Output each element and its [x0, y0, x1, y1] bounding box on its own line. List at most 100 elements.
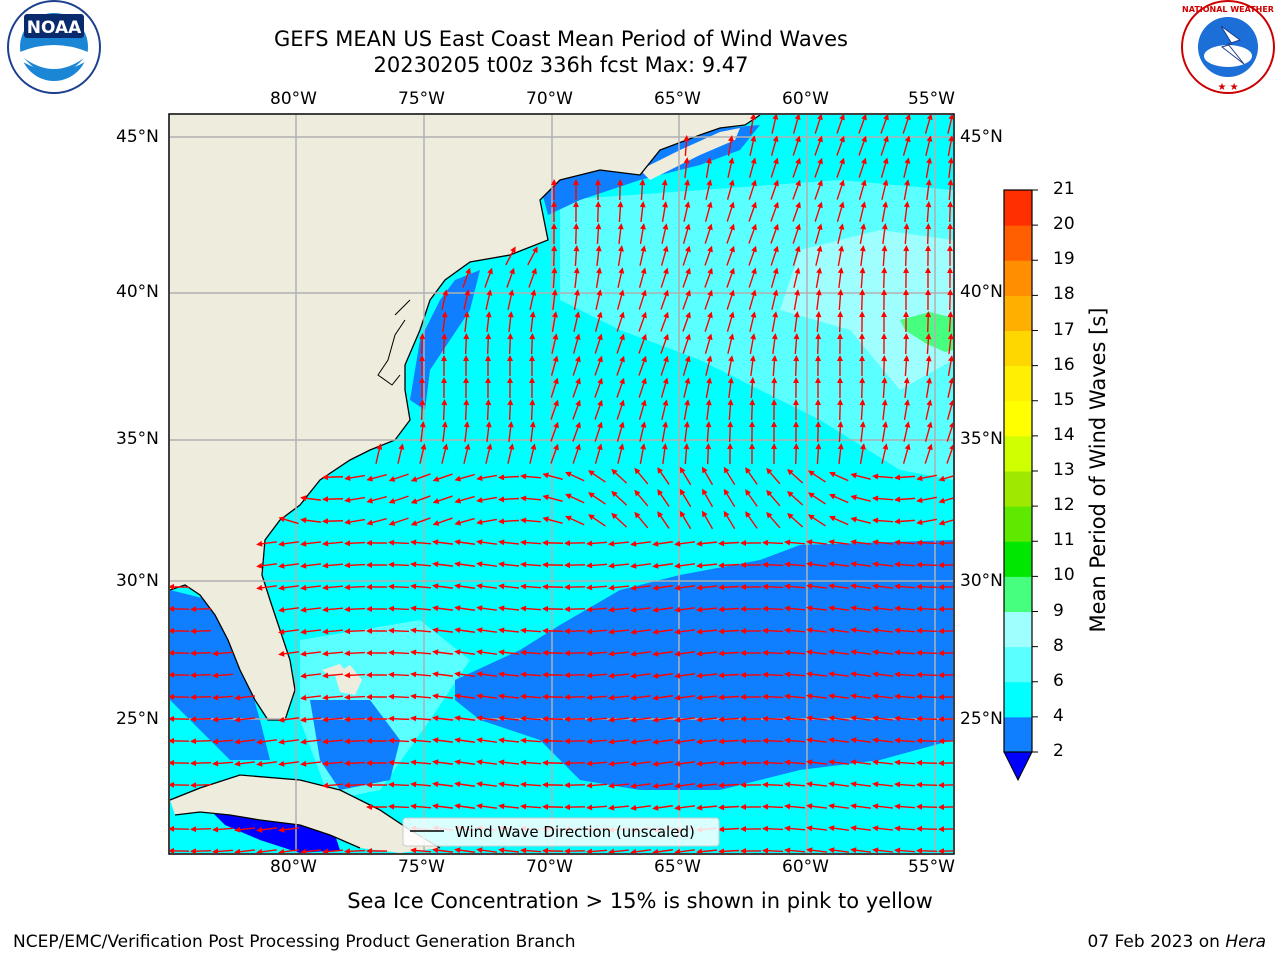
- wind-wave-arrow: [322, 848, 344, 853]
- colorbar-segment: [1004, 330, 1032, 367]
- wind-wave-arrow: [366, 759, 388, 766]
- wind-wave-arrow: [344, 562, 366, 569]
- wind-wave-arrow: [938, 650, 953, 657]
- wind-wave-arrow: [608, 672, 630, 679]
- wind-wave-arrow: [704, 223, 713, 244]
- wind-wave-arrow: [762, 825, 784, 832]
- wind-wave-arrow: [770, 201, 779, 222]
- wind-wave-arrow: [432, 605, 454, 612]
- wind-wave-arrow: [638, 311, 647, 332]
- wind-wave-arrow: [170, 583, 190, 590]
- wind-wave-arrow: [366, 518, 387, 526]
- wind-wave-arrow: [682, 289, 691, 310]
- wind-wave-arrow: [657, 467, 670, 485]
- colorbar-tick-label: 8: [1053, 635, 1064, 656]
- wind-wave-arrow: [784, 671, 806, 678]
- lon-label-bottom-60w: 60°W: [782, 857, 829, 877]
- wind-wave-arrow: [476, 583, 498, 590]
- wind-wave-arrow: [588, 492, 606, 505]
- wind-wave-arrow: [611, 490, 628, 506]
- wind-wave-arrow: [740, 672, 762, 679]
- colorbar-segment: [1004, 611, 1032, 648]
- wind-wave-arrow: [170, 781, 190, 788]
- wind-wave-arrow: [520, 803, 542, 810]
- wind-wave-arrow: [947, 179, 953, 201]
- wind-wave-arrow: [771, 355, 778, 377]
- wind-wave-arrow: [762, 847, 784, 853]
- colorbar-extend-triangle: [1003, 751, 1033, 782]
- wind-wave-arrow: [485, 443, 493, 464]
- wind-wave-arrow: [388, 473, 409, 482]
- wind-wave-arrow: [894, 847, 916, 853]
- wind-wave-arrow: [850, 472, 871, 480]
- wind-wave-arrow: [828, 561, 850, 568]
- wind-wave-arrow: [947, 135, 953, 156]
- wind-wave-arrow: [586, 584, 608, 591]
- wind-wave-arrow: [505, 246, 516, 266]
- wind-wave-arrow: [170, 627, 190, 634]
- wind-wave-arrow: [829, 493, 849, 504]
- colorbar-tick-label: 21: [1053, 179, 1075, 199]
- wind-wave-arrow: [432, 737, 454, 744]
- wind-wave-arrow: [749, 377, 756, 399]
- wind-wave-arrow: [947, 115, 953, 134]
- colorbar-tick-label: 12: [1053, 495, 1075, 516]
- wind-wave-arrow: [749, 399, 756, 421]
- wind-wave-arrow: [837, 267, 844, 289]
- wind-wave-arrow: [828, 583, 850, 590]
- colorbar-segment: [1004, 435, 1032, 472]
- wind-wave-arrow: [463, 421, 470, 443]
- wind-wave-arrow: [565, 515, 585, 526]
- wind-wave-arrow: [850, 781, 872, 788]
- wind-wave-arrow: [234, 848, 256, 853]
- wind-wave-arrow: [696, 760, 718, 767]
- wind-wave-arrow: [740, 782, 762, 789]
- wind-wave-arrow: [683, 157, 690, 179]
- wind-wave-arrow: [660, 289, 669, 310]
- wind-wave-arrow: [551, 289, 558, 311]
- wind-wave-arrow: [836, 179, 845, 200]
- wind-wave-arrow: [278, 540, 300, 547]
- wind-wave-arrow: [419, 355, 426, 377]
- wind-wave-arrow: [894, 561, 916, 568]
- wind-wave-arrow: [344, 760, 366, 767]
- wind-wave-arrow: [190, 606, 212, 613]
- wind-wave-arrow: [564, 804, 586, 811]
- wind-wave-arrow: [850, 494, 871, 502]
- wind-wave-arrow: [661, 179, 668, 201]
- wind-wave-arrow: [815, 333, 822, 355]
- lat-label-right-30n: 30°N: [960, 571, 1003, 591]
- wind-wave-arrow: [410, 671, 432, 678]
- wind-wave-arrow: [573, 245, 580, 267]
- wind-wave-arrow: [588, 470, 606, 483]
- wind-wave-arrow: [916, 803, 938, 810]
- wind-wave-arrow: [322, 518, 344, 525]
- wind-wave-arrow: [674, 738, 696, 745]
- wind-wave-arrow: [441, 399, 448, 421]
- wind-wave-arrow: [617, 179, 624, 201]
- wind-wave-arrow: [705, 421, 712, 443]
- wind-wave-arrow: [894, 649, 916, 656]
- wind-wave-arrow: [278, 562, 300, 569]
- wind-wave-arrow: [572, 377, 581, 398]
- wind-wave-arrow: [550, 421, 559, 442]
- wind-wave-direction-arrows: [170, 115, 953, 853]
- lon-label-top-65w: 65°W: [654, 89, 701, 109]
- wind-wave-arrow: [542, 605, 564, 612]
- wind-wave-arrow: [507, 289, 515, 310]
- wind-wave-arrow: [476, 474, 497, 482]
- wind-wave-arrow: [894, 605, 916, 612]
- wind-wave-arrow: [634, 467, 649, 485]
- wind-wave-arrow: [726, 223, 735, 244]
- wind-wave-arrow: [170, 847, 190, 853]
- wind-wave-arrow: [947, 377, 953, 398]
- wind-wave-arrow: [793, 443, 800, 465]
- wind-wave-arrow: [190, 650, 212, 657]
- wind-wave-arrow: [573, 289, 580, 310]
- wind-wave-arrow: [462, 267, 471, 288]
- wind-wave-arrow: [859, 421, 866, 443]
- wind-wave-arrow: [432, 627, 454, 634]
- wind-wave-arrow: [903, 267, 910, 289]
- wind-wave-arrow: [616, 421, 625, 442]
- wind-wave-arrow: [661, 421, 669, 442]
